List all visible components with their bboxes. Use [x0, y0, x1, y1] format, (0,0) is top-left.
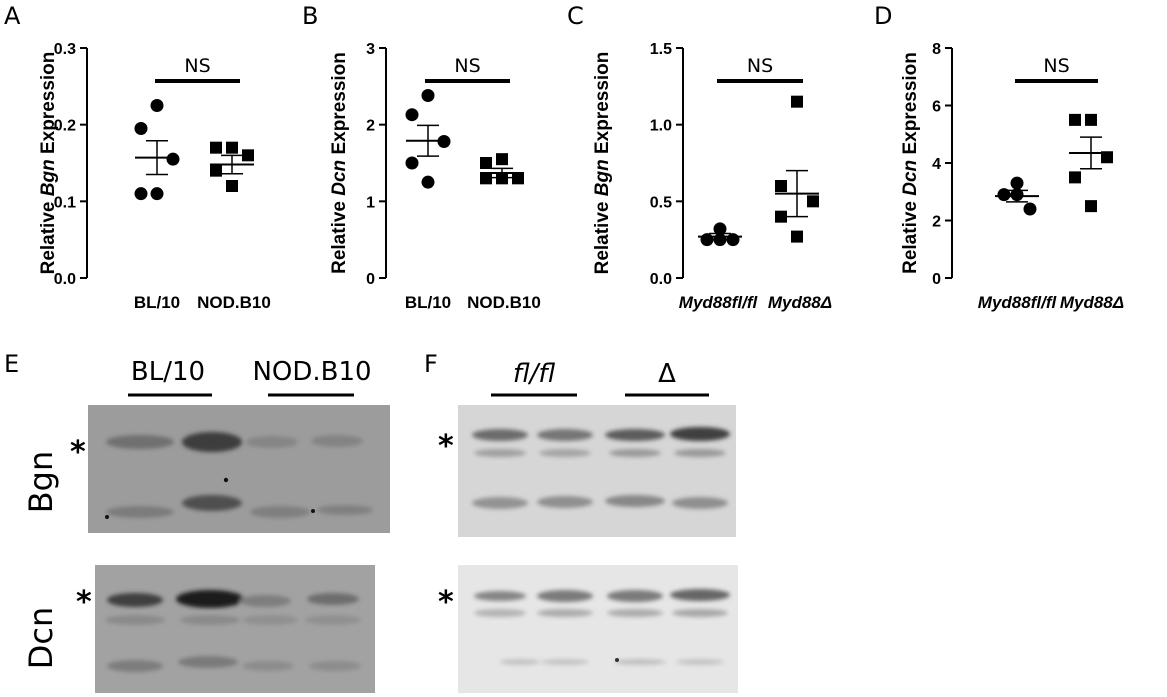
blot-e-group1-label: BL/10: [131, 357, 205, 387]
data-point: [713, 222, 727, 236]
chart-d: 0 2 4 6 8 Relative Dcn Expression Myd88fl/fl My…: [900, 41, 1124, 312]
blot-e-row2-label: Dcn: [22, 607, 60, 670]
x-category-label: Myd88Δ: [1060, 293, 1124, 312]
y-tick-label: 2: [366, 118, 375, 135]
y-tick-label: 0.1: [54, 194, 76, 211]
data-point: [775, 180, 787, 192]
y-tick-label: 3: [366, 41, 375, 58]
data-point: [226, 180, 238, 192]
y-tick-label: 6: [932, 99, 941, 116]
blot-e-bgn-marker: *: [70, 435, 86, 470]
chart-b: 0 1 2 3 Relative Dcn Expression BL/10 NOD.B10 N…: [329, 41, 541, 312]
y-tick-label: 1: [366, 194, 375, 211]
x-category-label: Myd88Δ: [768, 293, 832, 312]
blot-f-dcn-marker: *: [438, 585, 454, 620]
y-tick-label: 0.3: [54, 41, 76, 58]
blot-f-bgn-marker: *: [438, 429, 454, 464]
data-point: [480, 172, 492, 185]
data-point: [1023, 202, 1037, 216]
data-point: [150, 99, 164, 112]
y-tick-label: 2: [932, 214, 941, 231]
x-category-label: NOD.B10: [197, 293, 271, 312]
data-point: [421, 175, 435, 189]
data-point: [496, 153, 508, 166]
x-category-label: NOD.B10: [467, 293, 541, 312]
y-axis-label: Relative Dcn Expression: [900, 52, 921, 274]
significance-label: NS: [454, 55, 480, 77]
blot-e-dcn-membrane: [95, 565, 375, 693]
data-point: [807, 195, 819, 208]
panel-letter-d: D: [874, 2, 892, 30]
data-point: [1069, 113, 1081, 126]
blot-e-row1-label: Bgn: [22, 451, 60, 514]
data-point: [405, 108, 419, 122]
data-point: [791, 230, 803, 243]
data-point: [1101, 151, 1113, 164]
blot-e: BL/10 NOD.B10 Bgn Dcn *: [22, 357, 390, 693]
x-category-label: BL/10: [134, 293, 180, 312]
data-point: [166, 152, 180, 166]
y-tick-label: 4: [932, 156, 941, 173]
y-tick-label: 0: [366, 271, 375, 288]
data-point: [226, 141, 238, 154]
blot-f-dcn-membrane: [458, 565, 738, 693]
y-axis-label: Relative Bgn Expression: [592, 52, 613, 275]
x-category-label: Myd88fl/fl: [679, 293, 759, 312]
data-point: [210, 164, 222, 177]
data-point: [496, 172, 508, 185]
panel-letter-b: B: [302, 2, 318, 30]
data-point: [997, 188, 1011, 202]
data-point: [775, 210, 787, 223]
y-tick-label: 0.0: [54, 271, 76, 288]
blot-f-bgn-membrane: [458, 405, 736, 537]
data-point: [210, 141, 222, 154]
data-point: [1069, 171, 1081, 184]
blot-f-group2-label: Δ: [658, 359, 676, 389]
significance-label: NS: [747, 55, 773, 77]
data-point: [134, 187, 148, 201]
blot-f-group1-label: fl/fl: [513, 359, 556, 389]
data-point: [480, 157, 492, 169]
panel-letter-f: F: [424, 350, 438, 378]
panel-letter-c: C: [567, 2, 584, 30]
data-point: [512, 172, 524, 185]
data-point: [242, 149, 254, 162]
chart-c: 0.0 0.5 1.0 1.5 Relative Bgn Expression Myd88…: [592, 41, 832, 312]
y-tick-label: 1.5: [650, 41, 672, 58]
y-axis-label: Relative Bgn Expression: [38, 52, 59, 275]
y-tick-label: 0.0: [650, 271, 672, 288]
x-category-label: BL/10: [405, 293, 451, 312]
blot-f: fl/fl Δ *: [438, 359, 738, 693]
y-axis-label: Relative Dcn Expression: [329, 52, 350, 274]
data-point: [405, 156, 419, 170]
panel-letter-e: E: [4, 350, 19, 378]
data-point: [421, 89, 435, 103]
x-category-label: Myd88fl/fl: [978, 293, 1058, 312]
significance-label: NS: [184, 55, 210, 77]
y-tick-label: 0.5: [650, 194, 672, 211]
blot-e-bgn-membrane: [88, 405, 390, 533]
data-point: [150, 187, 164, 201]
data-point: [1010, 176, 1024, 190]
panel-letter-a: A: [4, 2, 21, 30]
y-tick-label: 0: [932, 271, 941, 288]
blot-e-dcn-marker: *: [76, 585, 92, 620]
blot-e-group2-label: NOD.B10: [252, 357, 371, 387]
data-point: [791, 95, 803, 108]
y-tick-label: 8: [932, 41, 941, 58]
data-point: [134, 122, 148, 135]
data-point: [1085, 113, 1097, 126]
data-point: [1085, 200, 1097, 213]
significance-label: NS: [1043, 55, 1069, 77]
y-tick-label: 1.0: [650, 118, 672, 135]
y-tick-label: 0.2: [54, 118, 76, 135]
